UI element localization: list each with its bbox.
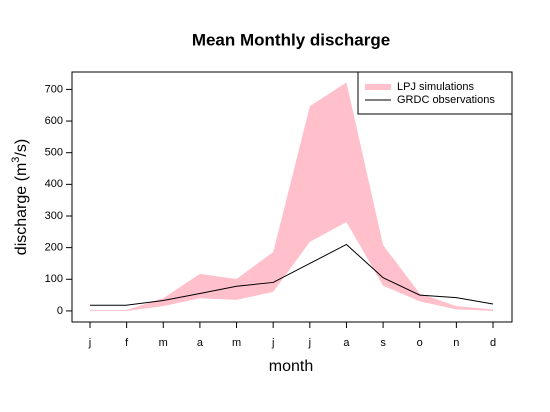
x-tick-label: j bbox=[271, 337, 274, 349]
x-tick-label: m bbox=[232, 337, 241, 349]
x-tick-label: d bbox=[490, 337, 496, 349]
y-tick-label: 100 bbox=[45, 273, 63, 285]
band-area bbox=[90, 82, 493, 311]
chart-title: Mean Monthly discharge bbox=[192, 30, 390, 49]
x-tick-label: a bbox=[343, 337, 350, 349]
y-tick-label: 500 bbox=[45, 147, 63, 159]
x-tick-label: o bbox=[417, 337, 423, 349]
y-tick-label: 400 bbox=[45, 178, 63, 190]
x-tick-label: s bbox=[380, 337, 386, 349]
y-axis-title-sup: 3 bbox=[10, 157, 22, 163]
legend-label: LPJ simulations bbox=[397, 81, 475, 93]
y-tick-label: 600 bbox=[45, 115, 63, 127]
x-tick-label: j bbox=[88, 337, 91, 349]
legend-box bbox=[357, 71, 513, 115]
y-axis-title-part: discharge (m bbox=[13, 163, 30, 255]
y-axis-title: discharge (m3/s) bbox=[10, 139, 30, 255]
y-tick-label: 700 bbox=[45, 83, 63, 95]
line bbox=[90, 243, 494, 306]
x-axis-title: month bbox=[269, 358, 313, 375]
x-tick-label: j bbox=[308, 337, 311, 349]
x-tick-label: n bbox=[453, 337, 459, 349]
y-tick-label: 300 bbox=[45, 210, 63, 222]
x-tick-label: m bbox=[159, 337, 168, 349]
legend-label: GRDC observations bbox=[397, 94, 495, 106]
x-tick-label: a bbox=[197, 337, 204, 349]
y-axis-title-part: /s) bbox=[13, 139, 30, 157]
plot-frame bbox=[71, 71, 513, 323]
y-tick-label: 0 bbox=[57, 305, 63, 317]
x-tick-label: f bbox=[125, 337, 129, 349]
y-tick-label: 200 bbox=[45, 242, 63, 254]
